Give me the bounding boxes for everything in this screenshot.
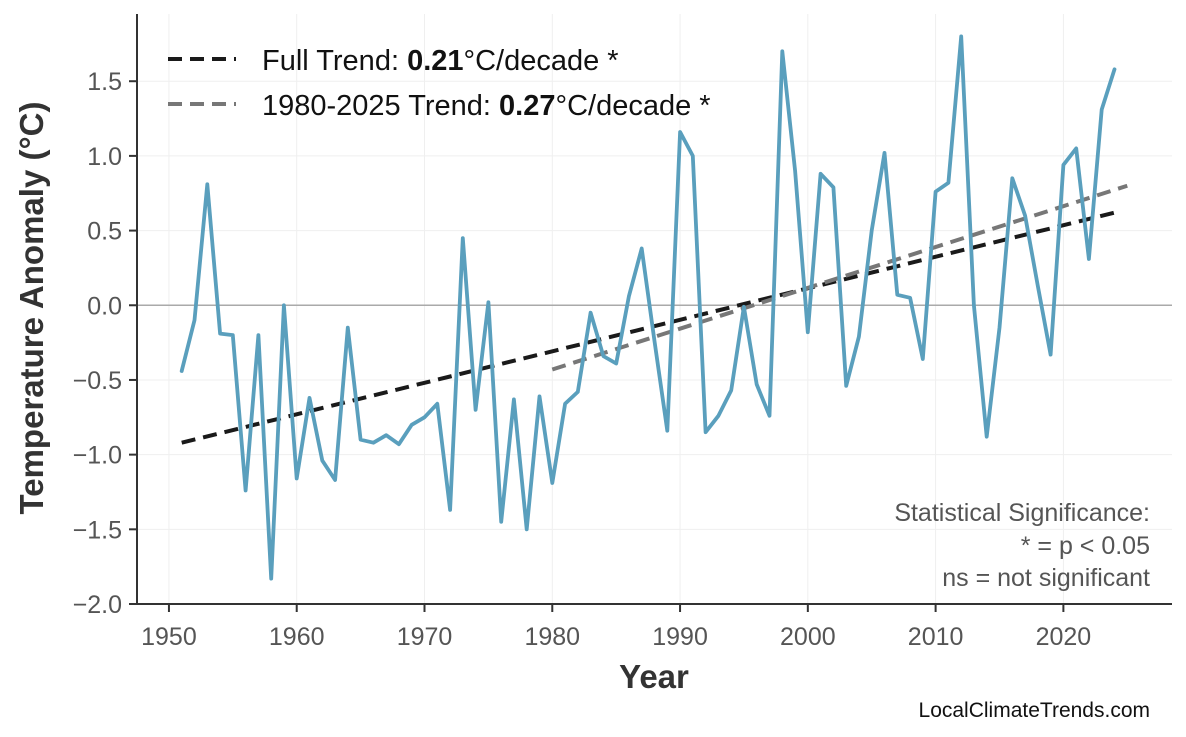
legend-recent-trend-label: 1980-2025 Trend:	[262, 90, 499, 122]
significance-annotation: Statistical Significance: * = p < 0.05 n…	[894, 499, 1150, 592]
legend-recent-trend-rate: 0.27	[499, 90, 555, 122]
y-tick-label-6: 1.0	[87, 143, 122, 171]
legend: Full Trend: 0.21°C/decade * 1980-2025 Tr…	[168, 45, 711, 122]
x-axis-label: Year	[619, 658, 689, 695]
y-tick-label-5: 0.5	[87, 218, 122, 246]
x-tick-label-1970: 1970	[397, 623, 453, 651]
legend-full-trend-label: Full Trend:	[262, 45, 407, 77]
annotation-line-2: * = p < 0.05	[1021, 532, 1150, 560]
y-axis-label: Temperature Anomaly (°C)	[13, 102, 50, 515]
y-ticks: −2.0 −1.5 −1.0 −0.5 0.0 0.5 1.0 1.5	[73, 68, 137, 619]
legend-full-trend-unit: °C/decade *	[464, 45, 619, 77]
x-tick-label-1950: 1950	[141, 623, 197, 651]
x-tick-label-1990: 1990	[652, 623, 708, 651]
annotation-line-1: Statistical Significance:	[894, 499, 1150, 527]
y-tick-label-3: −0.5	[73, 367, 122, 395]
x-tick-label-2020: 2020	[1036, 623, 1092, 651]
y-tick-label-4: 0.0	[87, 292, 122, 320]
annotation-line-3: ns = not significant	[942, 564, 1150, 592]
legend-entry-recent-trend: 1980-2025 Trend: 0.27°C/decade *	[262, 90, 711, 122]
legend-entry-full-trend: Full Trend: 0.21°C/decade *	[262, 45, 619, 77]
trend-line-1980-2025	[551, 183, 1128, 372]
trend-lines	[181, 183, 1128, 445]
y-tick-label-7: 1.5	[87, 68, 122, 96]
x-tick-label-1980: 1980	[524, 623, 580, 651]
watermark: LocalClimateTrends.com	[919, 699, 1150, 722]
trend-line-full	[181, 210, 1115, 445]
series-line-temperature-anomaly	[179, 34, 1117, 581]
y-tick-label-2: −1.0	[73, 442, 122, 470]
x-tick-label-1960: 1960	[269, 623, 325, 651]
x-tick-label-2000: 2000	[780, 623, 836, 651]
x-ticks: 1950 1960 1970 1980 1990 2000 2010 2020	[141, 604, 1091, 651]
legend-recent-trend-unit: °C/decade *	[555, 90, 710, 122]
legend-full-trend-rate: 0.21	[407, 45, 463, 77]
y-tick-label-0: −2.0	[73, 591, 122, 619]
x-tick-label-2010: 2010	[908, 623, 964, 651]
y-tick-label-1: −1.5	[73, 516, 122, 544]
